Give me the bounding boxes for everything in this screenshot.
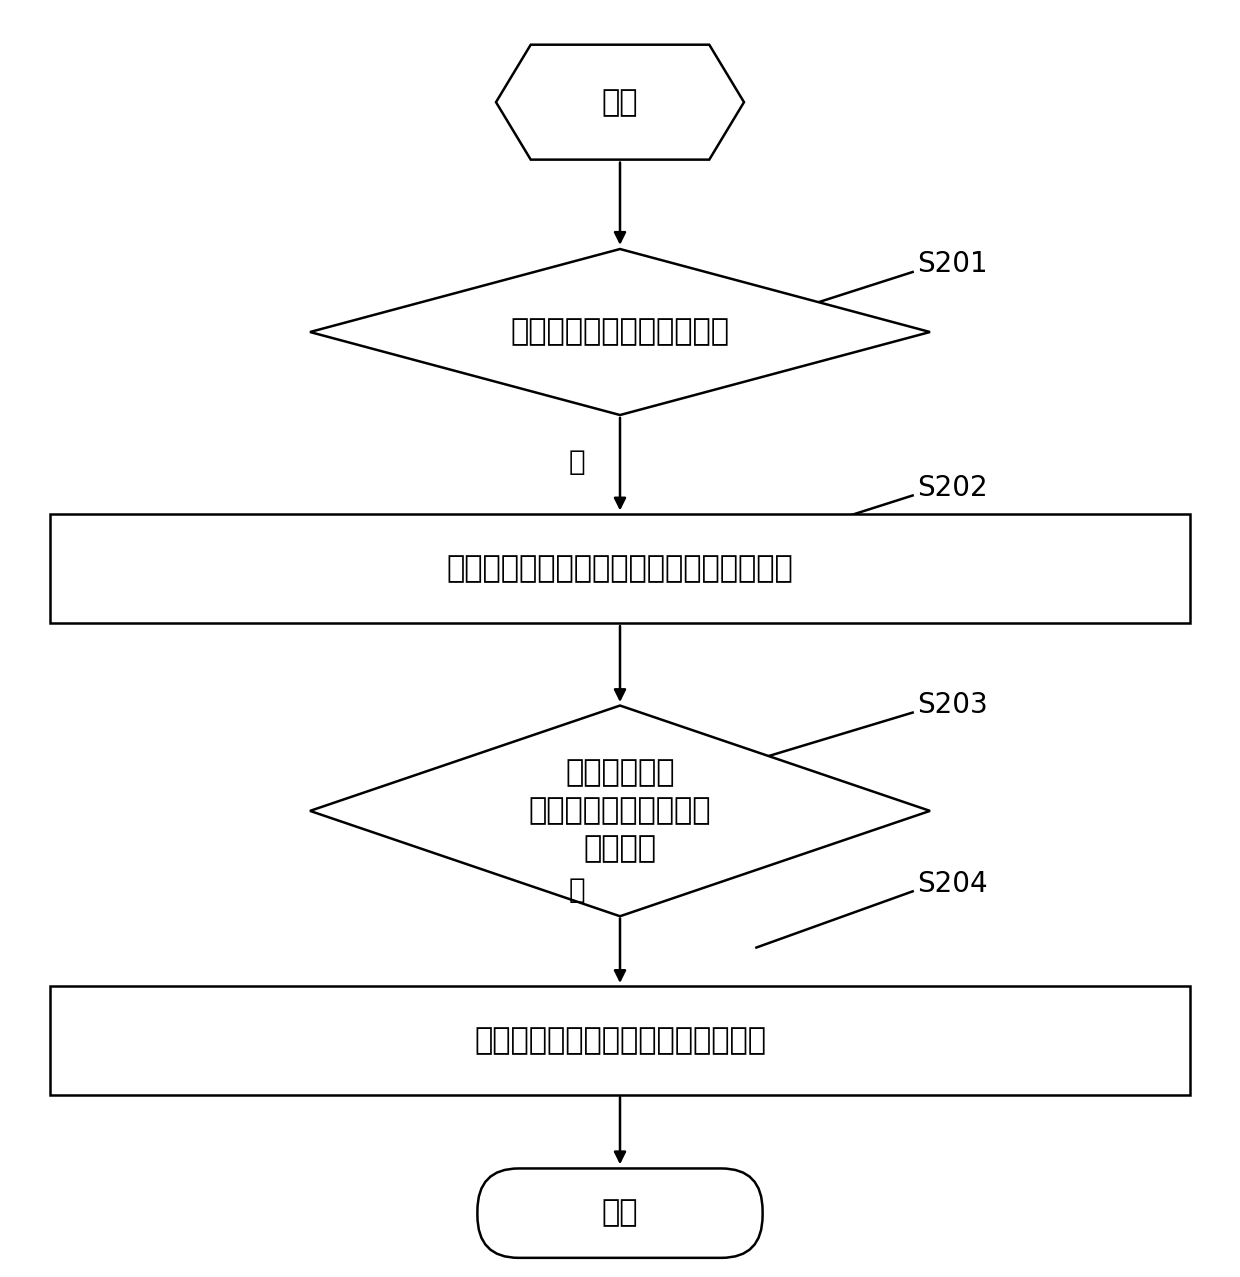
Text: 判断压差是否大于第二阈值: 判断压差是否大于第二阈值: [511, 318, 729, 346]
Text: 开始: 开始: [601, 88, 639, 116]
Text: 是: 是: [568, 448, 585, 476]
FancyBboxPatch shape: [50, 986, 1190, 1096]
Text: 是: 是: [568, 876, 585, 904]
FancyBboxPatch shape: [477, 1168, 763, 1258]
Text: S204: S204: [918, 870, 988, 898]
Text: 在预设时长内
判断压差是否再次大于
第二阈值: 在预设时长内 判断压差是否再次大于 第二阈值: [528, 759, 712, 863]
Polygon shape: [496, 45, 744, 160]
Text: 维持车用燃料电池的功率在预设时长内不变: 维持车用燃料电池的功率在预设时长内不变: [446, 554, 794, 582]
Text: 判定车用燃料电池发生单节电池失效: 判定车用燃料电池发生单节电池失效: [474, 1027, 766, 1055]
Text: S202: S202: [918, 474, 988, 502]
Polygon shape: [310, 705, 930, 917]
Polygon shape: [310, 249, 930, 415]
Text: S201: S201: [918, 250, 988, 278]
Text: 结束: 结束: [601, 1199, 639, 1227]
Text: S203: S203: [918, 691, 988, 719]
FancyBboxPatch shape: [50, 513, 1190, 622]
